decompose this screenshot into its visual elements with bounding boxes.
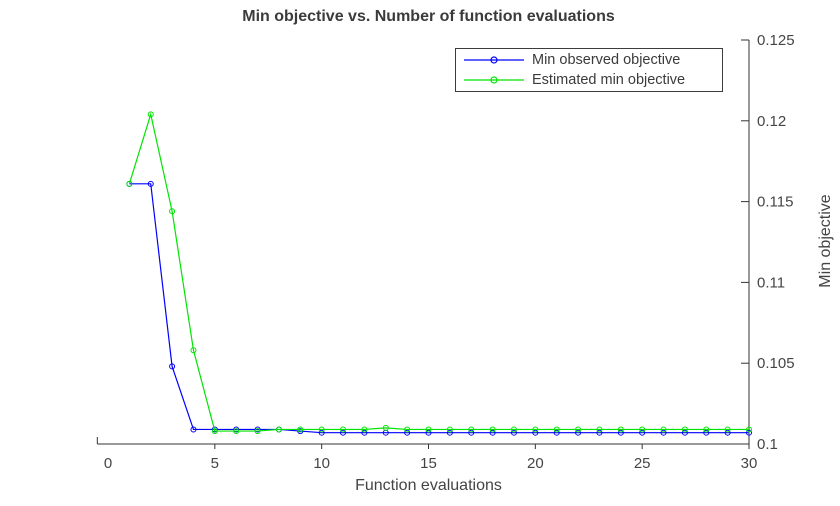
legend: Min observed objective Estimated min obj… bbox=[455, 48, 723, 92]
data-point-marker bbox=[532, 426, 539, 433]
y-tick-label: 0.1 bbox=[757, 436, 778, 453]
data-point-marker bbox=[617, 426, 624, 433]
data-point-marker bbox=[169, 363, 176, 370]
data-point-marker bbox=[575, 429, 582, 436]
legend-item-estimated-min: Estimated min objective bbox=[463, 70, 718, 89]
data-point-marker bbox=[489, 429, 496, 436]
x-tick-label: 20 bbox=[527, 455, 544, 472]
data-point-marker bbox=[660, 426, 667, 433]
data-point-marker bbox=[468, 429, 475, 436]
data-point-marker bbox=[190, 426, 197, 433]
data-point-marker bbox=[746, 426, 752, 433]
data-point-marker bbox=[361, 429, 368, 436]
data-point-marker bbox=[297, 426, 304, 433]
data-point-marker bbox=[318, 426, 325, 433]
data-point-marker bbox=[318, 429, 325, 436]
data-point-marker bbox=[596, 426, 603, 433]
data-point-marker bbox=[617, 429, 624, 436]
y-axis-label: Min objective bbox=[817, 194, 834, 288]
data-point-marker bbox=[681, 429, 688, 436]
data-point-marker bbox=[382, 424, 389, 431]
data-point-marker bbox=[446, 426, 453, 433]
x-tick-label: 30 bbox=[741, 455, 758, 472]
data-point-marker bbox=[233, 428, 240, 435]
data-point-marker bbox=[468, 426, 475, 433]
data-point-marker bbox=[703, 429, 710, 436]
data-point-marker bbox=[404, 429, 411, 436]
legend-label-min-observed: Min observed objective bbox=[532, 52, 681, 69]
data-point-marker bbox=[340, 429, 347, 436]
data-point-marker bbox=[532, 429, 539, 436]
data-point-marker bbox=[724, 429, 731, 436]
data-point-marker bbox=[147, 111, 154, 118]
x-axis-label: Function evaluations bbox=[355, 477, 502, 494]
y-tick-label: 0.115 bbox=[757, 194, 793, 211]
data-point-marker bbox=[275, 426, 282, 433]
data-point-marker bbox=[190, 347, 197, 354]
data-point-marker bbox=[254, 428, 261, 435]
data-point-marker bbox=[639, 426, 646, 433]
y-tick-label: 0.12 bbox=[757, 113, 786, 130]
data-point-marker bbox=[639, 429, 646, 436]
series-line bbox=[128, 111, 749, 432]
data-point-marker bbox=[361, 426, 368, 433]
data-point-marker bbox=[681, 426, 688, 433]
data-point-marker bbox=[596, 429, 603, 436]
legend-label-estimated-min: Estimated min objective bbox=[532, 71, 686, 88]
series-line bbox=[129, 183, 749, 434]
data-point-marker bbox=[724, 426, 731, 433]
data-point-marker bbox=[553, 429, 560, 436]
data-point-marker bbox=[211, 428, 218, 435]
legend-item-min-observed: Min observed objective bbox=[463, 51, 718, 70]
legend-line-marker-icon bbox=[464, 56, 524, 64]
x-tick-label: 25 bbox=[634, 455, 651, 472]
data-point-marker bbox=[147, 180, 154, 187]
x-tick-label: 15 bbox=[420, 455, 437, 472]
data-point-marker bbox=[126, 180, 133, 187]
data-point-marker bbox=[703, 426, 710, 433]
data-point-marker bbox=[489, 426, 496, 433]
data-point-marker bbox=[446, 429, 453, 436]
data-point-marker bbox=[404, 426, 411, 433]
y-tick-label: 0.11 bbox=[757, 274, 785, 291]
x-tick-label: 5 bbox=[211, 455, 219, 472]
data-point-marker bbox=[169, 208, 176, 215]
data-point-marker bbox=[340, 426, 347, 433]
data-point-marker bbox=[425, 429, 432, 436]
data-point-marker bbox=[746, 429, 752, 436]
x-tick-label: 0 bbox=[104, 455, 112, 472]
legend-line-marker-icon bbox=[464, 76, 524, 84]
chart-title: Min objective vs. Number of function eva… bbox=[242, 8, 615, 25]
data-point-marker bbox=[660, 429, 667, 436]
y-tick-label: 0.125 bbox=[757, 32, 795, 49]
data-point-marker bbox=[510, 426, 517, 433]
data-point-marker bbox=[510, 429, 517, 436]
y-tick-label: 0.105 bbox=[757, 355, 795, 372]
data-point-marker bbox=[553, 426, 560, 433]
data-point-marker bbox=[575, 426, 582, 433]
data-point-marker bbox=[425, 426, 432, 433]
x-tick-label: 10 bbox=[313, 455, 330, 472]
